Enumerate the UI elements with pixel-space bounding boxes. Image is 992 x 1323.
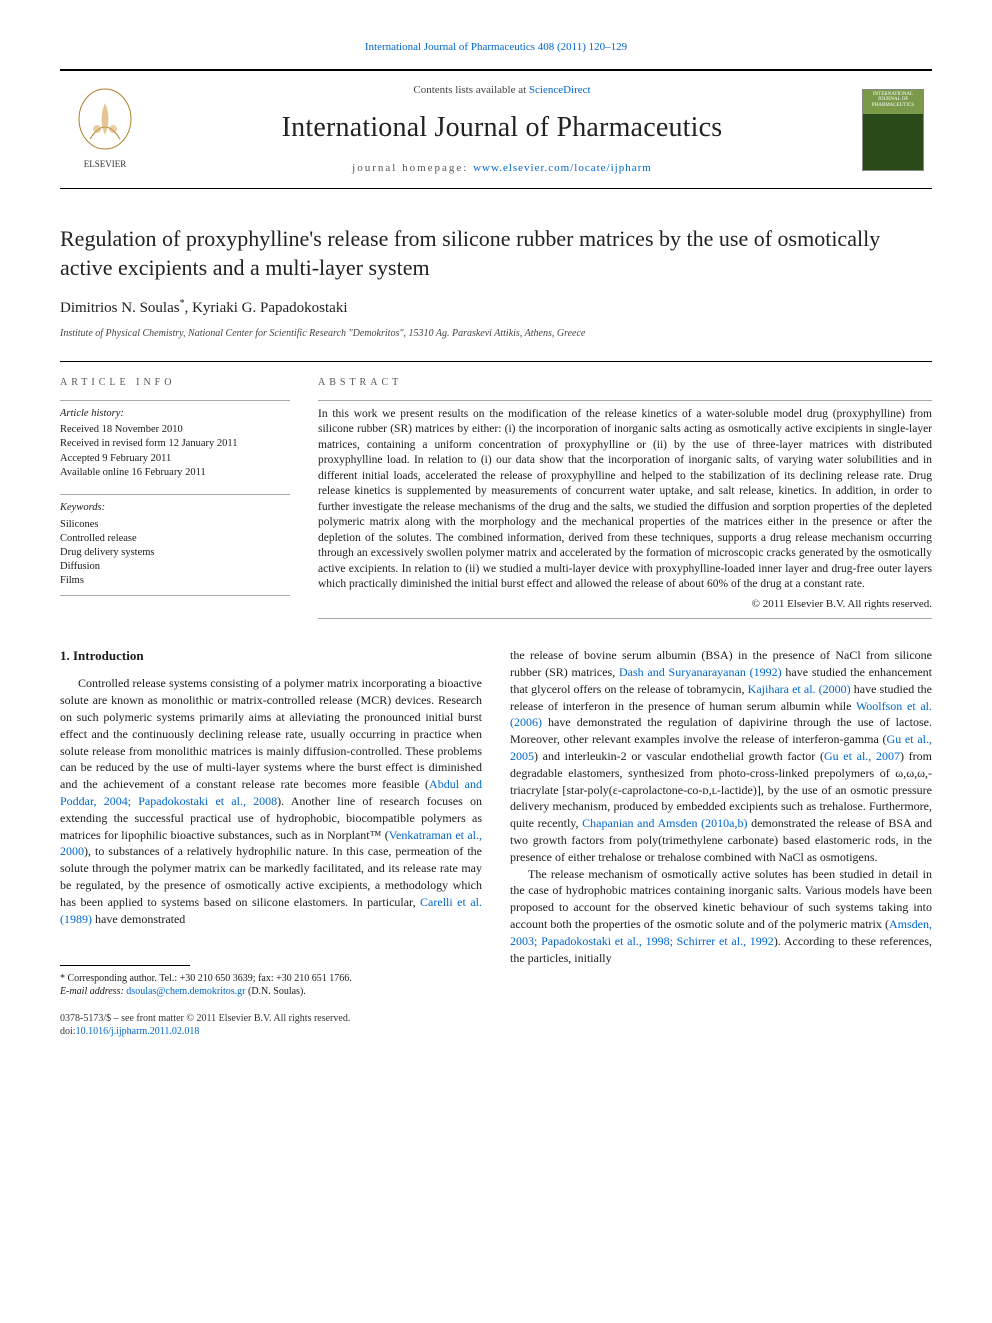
keyword: Silicones (60, 518, 290, 532)
header-center: Contents lists available at ScienceDirec… (150, 71, 854, 188)
email-suffix: (D.N. Soulas). (246, 986, 306, 997)
journal-cover: INTERNATIONAL JOURNAL OF PHARMACEUTICS (854, 71, 932, 188)
abstract-text: In this work we present results on the m… (318, 400, 932, 593)
keyword: Films (60, 574, 290, 588)
footnote-corr: * Corresponding author. Tel.: +30 210 65… (60, 972, 482, 985)
body-text: Controlled release systems consisting of… (60, 676, 482, 791)
left-column: 1. Introduction Controlled release syste… (60, 647, 482, 1038)
info-abstract-row: ARTICLE INFO Article history: Received 1… (60, 361, 932, 620)
body-text: ) and interleukin-2 or vascular endothel… (534, 749, 824, 763)
citation-link[interactable]: Dash and Suryanarayanan (1992) (619, 665, 782, 679)
body-columns: 1. Introduction Controlled release syste… (60, 647, 932, 1038)
body-paragraph: The release mechanism of osmotically act… (510, 866, 932, 967)
intro-heading: 1. Introduction (60, 647, 482, 665)
journal-cover-image: INTERNATIONAL JOURNAL OF PHARMACEUTICS (862, 89, 924, 171)
body-text: ), to substances of a relatively hydroph… (60, 844, 482, 908)
affiliation: Institute of Physical Chemistry, Nationa… (60, 327, 932, 341)
history-line: Received in revised form 12 January 2011 (60, 437, 290, 451)
abstract-block: ABSTRACT In this work we present results… (318, 376, 932, 620)
article-title: Regulation of proxyphylline's release fr… (60, 225, 932, 282)
body-paragraph: Controlled release systems consisting of… (60, 675, 482, 927)
keywords-block: Keywords: Silicones Controlled release D… (60, 494, 290, 596)
footnote-email-line: E-mail address: dsoulas@chem.demokritos.… (60, 985, 482, 998)
email-label: E-mail address: (60, 986, 126, 997)
footer-meta: 0378-5173/$ – see front matter © 2011 El… (60, 1012, 482, 1038)
body-paragraph: the release of bovine serum albumin (BSA… (510, 647, 932, 865)
doi-link[interactable]: 10.1016/j.ijpharm.2011.02.018 (76, 1026, 200, 1037)
footnote-separator (60, 965, 190, 966)
doi-prefix: doi: (60, 1026, 76, 1037)
sciencedirect-link[interactable]: ScienceDirect (529, 84, 591, 96)
article-info: ARTICLE INFO Article history: Received 1… (60, 376, 290, 620)
corresponding-footnote: * Corresponding author. Tel.: +30 210 65… (60, 972, 482, 998)
corresponding-marker: * (180, 298, 185, 309)
history-block: Article history: Received 18 November 20… (60, 400, 290, 480)
contents-line: Contents lists available at ScienceDirec… (413, 83, 590, 98)
body-text: have demonstrated (92, 912, 185, 926)
body-text: have demonstrated the regulation of dapi… (510, 715, 932, 746)
front-matter: 0378-5173/$ – see front matter © 2011 El… (60, 1012, 482, 1025)
history-line: Received 18 November 2010 (60, 423, 290, 437)
contents-prefix: Contents lists available at (413, 84, 528, 96)
cover-label: INTERNATIONAL JOURNAL OF PHARMACEUTICS (865, 92, 921, 109)
keyword: Diffusion (60, 560, 290, 574)
article-info-heading: ARTICLE INFO (60, 376, 290, 390)
citation-link[interactable]: Chapanian and Amsden (2010a,b) (582, 816, 747, 830)
email-link[interactable]: dsoulas@chem.demokritos.gr (126, 986, 245, 997)
body-text: The release mechanism of osmotically act… (510, 867, 932, 931)
doi-line: doi:10.1016/j.ijpharm.2011.02.018 (60, 1025, 482, 1038)
journal-issue-link[interactable]: International Journal of Pharmaceutics 4… (60, 40, 932, 55)
title-block: Regulation of proxyphylline's release fr… (60, 225, 932, 340)
journal-name: International Journal of Pharmaceutics (282, 108, 723, 147)
journal-header: ELSEVIER Contents lists available at Sci… (60, 69, 932, 189)
copyright: © 2011 Elsevier B.V. All rights reserved… (318, 597, 932, 619)
publisher-name: ELSEVIER (84, 159, 127, 169)
history-line: Available online 16 February 2011 (60, 466, 290, 480)
homepage-line: journal homepage: www.elsevier.com/locat… (352, 161, 652, 176)
right-column: the release of bovine serum albumin (BSA… (510, 647, 932, 1038)
authors: Dimitrios N. Soulas*, Kyriaki G. Papadok… (60, 297, 932, 319)
keywords-label: Keywords: (60, 501, 290, 516)
homepage-prefix: journal homepage: (352, 162, 473, 174)
abstract-heading: ABSTRACT (318, 376, 932, 390)
history-label: Article history: (60, 407, 290, 422)
citation-link[interactable]: Kajihara et al. (2000) (748, 682, 851, 696)
history-line: Accepted 9 February 2011 (60, 452, 290, 466)
elsevier-logo: ELSEVIER (60, 71, 150, 188)
keyword: Drug delivery systems (60, 546, 290, 560)
citation-link[interactable]: Gu et al., 2007 (824, 749, 900, 763)
keyword: Controlled release (60, 532, 290, 546)
homepage-url[interactable]: www.elsevier.com/locate/ijpharm (473, 162, 652, 174)
